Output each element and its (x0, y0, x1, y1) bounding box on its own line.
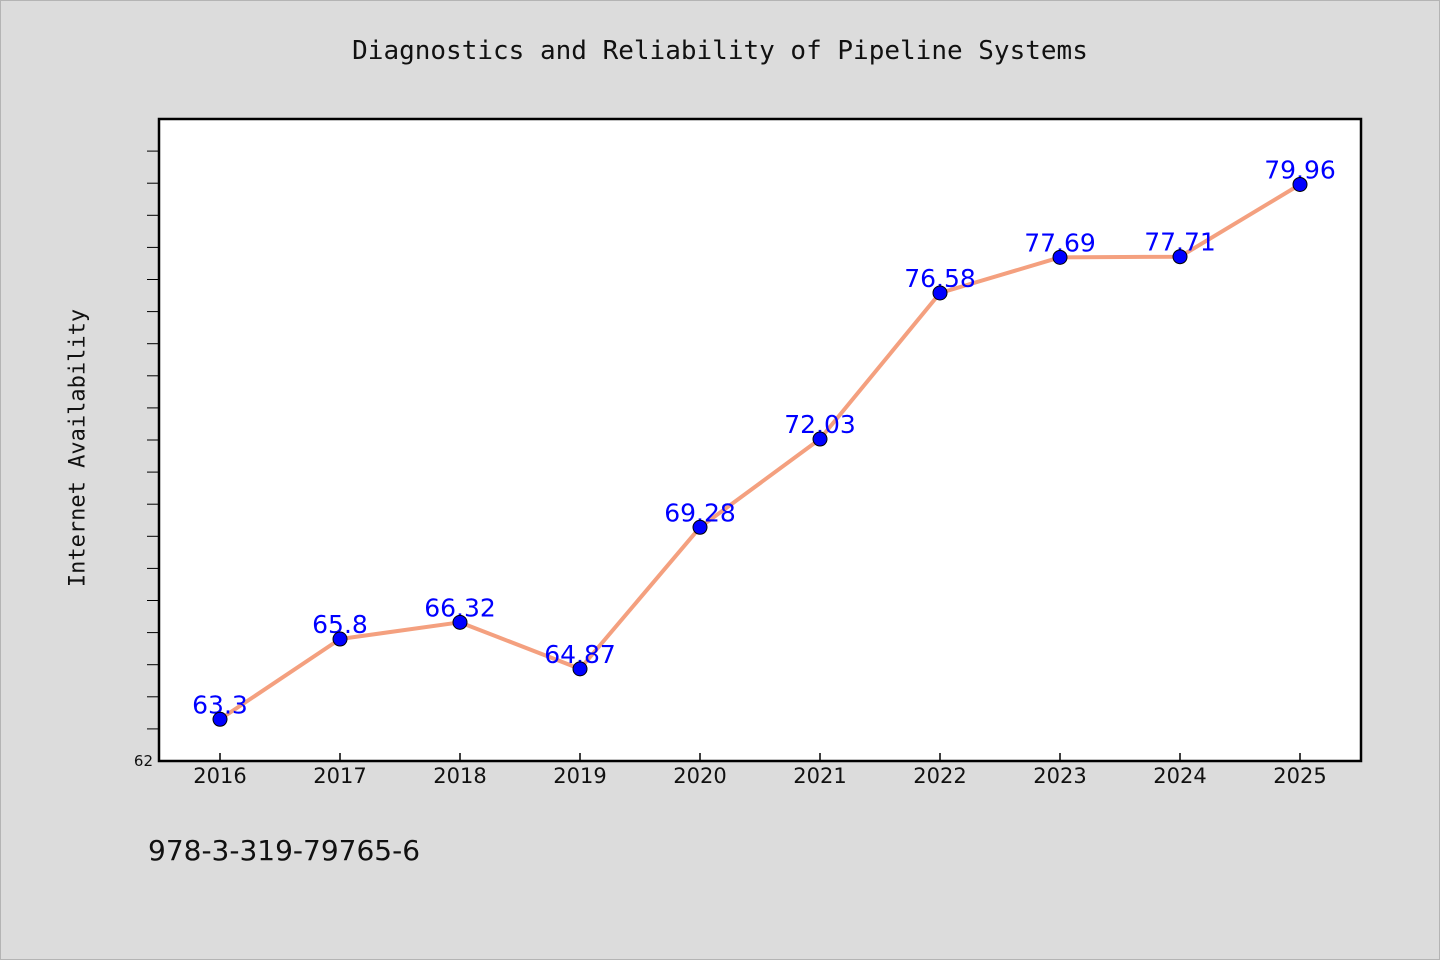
data-point (932, 285, 948, 301)
data-point (812, 431, 828, 447)
chart-title: Diagnostics and Reliability of Pipeline … (352, 36, 1088, 66)
x-tick-label: 2018 (433, 764, 486, 788)
x-tick-label: 2016 (193, 764, 246, 788)
data-point (1052, 249, 1068, 265)
x-tick-label: 2022 (913, 764, 966, 788)
plot-area (157, 117, 1363, 763)
isbn-footer: 978-3-319-79765-6 (148, 834, 421, 867)
x-tick-label: 2020 (673, 764, 726, 788)
x-tick-label: 2023 (1033, 764, 1086, 788)
data-point (1292, 176, 1308, 192)
x-tick-label: 2017 (313, 764, 366, 788)
y-tick-label: 62 (134, 752, 153, 770)
series-line (218, 182, 1302, 721)
data-point (572, 661, 588, 677)
x-tick-label: 2019 (553, 764, 606, 788)
data-point (212, 711, 228, 727)
data-point (1172, 249, 1188, 265)
data-point (452, 614, 468, 630)
data-point (692, 519, 708, 535)
data-point (332, 631, 348, 647)
x-tick-label: 2024 (1153, 764, 1206, 788)
x-tick-label: 2025 (1273, 764, 1326, 788)
x-tick-label: 2021 (793, 764, 846, 788)
